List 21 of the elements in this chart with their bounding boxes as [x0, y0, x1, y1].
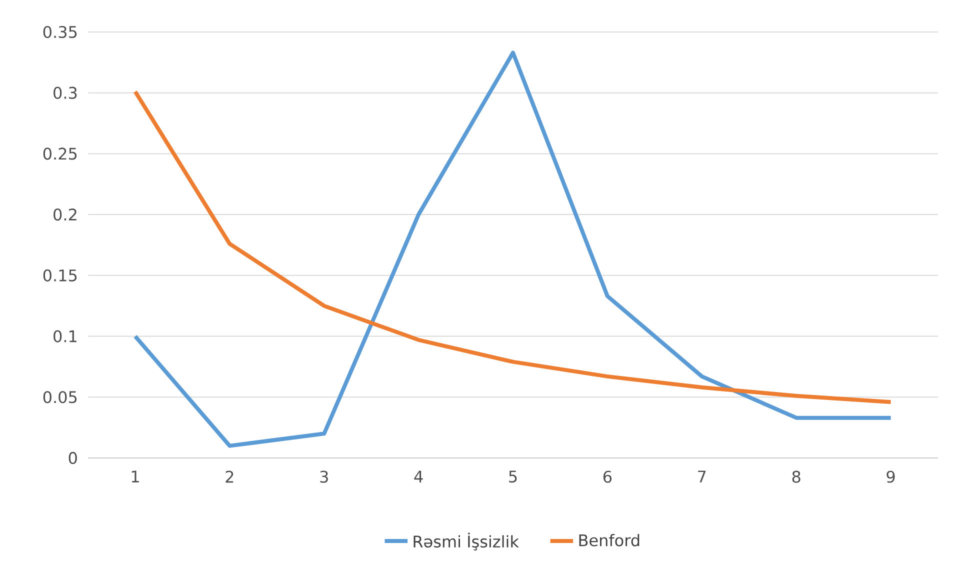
line-series: [133, 50, 893, 448]
y-tick-label: 0.2: [54, 208, 76, 221]
y-tick-label: 0.3: [54, 86, 77, 99]
line-series: [133, 90, 893, 404]
legend-label: Rəsmi İşsizlik: [414, 532, 519, 550]
x-tick-label: 2: [226, 470, 234, 483]
y-tick-label: 0.25: [43, 148, 77, 160]
y-tick-label: 0.05: [43, 391, 77, 404]
x-tick-label: 8: [792, 470, 800, 483]
y-tick-label: 0.1: [54, 330, 76, 342]
y-tick-label: 0.15: [43, 269, 77, 282]
x-tick-label: 6: [603, 470, 612, 483]
y-tick-label: 0: [68, 452, 77, 464]
x-tick-label: 7: [698, 470, 706, 482]
x-tick-label: 5: [509, 470, 517, 483]
y-tick-label: 0.35: [43, 26, 77, 38]
x-tick-label: 4: [414, 470, 423, 482]
x-tick-label: 9: [886, 470, 895, 483]
x-tick-label: 3: [320, 470, 328, 483]
x-tick-label: 1: [132, 470, 139, 482]
legend-label: Benford: [579, 534, 640, 546]
